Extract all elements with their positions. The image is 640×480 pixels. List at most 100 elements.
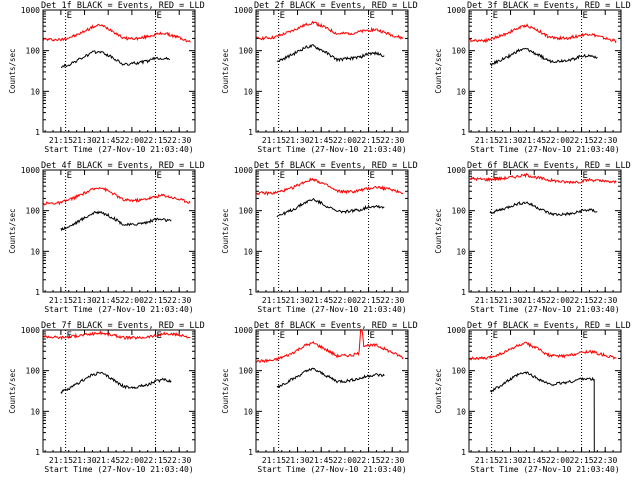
x-tick-label: 22:00	[333, 456, 357, 465]
event-marker-label: E	[493, 331, 498, 341]
series-line-events	[489, 371, 595, 453]
event-marker-label: E	[280, 171, 285, 181]
event-marker-label: E	[370, 11, 375, 21]
x-axis-label: Start Time (27-Nov-10 21:03:40)	[470, 465, 619, 474]
y-tick-label: 10	[243, 407, 253, 416]
x-tick-label: 21:30	[285, 136, 309, 145]
chart-title: Det 6f BLACK = Events, RED = LLD	[467, 161, 631, 171]
y-tick-label: 10	[30, 247, 40, 256]
x-tick-label: 21:30	[498, 136, 522, 145]
chart-title: Det 1f BLACK = Events, RED = LLD	[41, 1, 205, 11]
chart-panel-4: Det 4f BLACK = Events, RED = LLD 1 10 100 10…	[8, 161, 205, 314]
chart-panel-8: Det 8f BLACK = Events, RED = LLD 1 10 100 10…	[221, 321, 418, 474]
x-tick-label: 21:45	[522, 296, 546, 305]
y-tick-label: 10	[243, 87, 253, 96]
y-tick-label: 1000	[234, 326, 253, 335]
series-line-lld	[469, 172, 617, 185]
x-tick-label: 22:30	[593, 456, 617, 465]
x-tick-label: 22:15	[144, 296, 168, 305]
chart-panel-7: Det 7f BLACK = Events, RED = LLD 1 10 100 10…	[8, 321, 205, 474]
series-line-events	[489, 47, 598, 67]
plot-frame	[255, 329, 409, 453]
x-tick-label: 22:30	[593, 136, 617, 145]
series-line-lld	[43, 330, 191, 341]
series-line-lld	[256, 328, 404, 364]
x-tick-label: 22:30	[167, 136, 191, 145]
y-axis-label: Counts/sec	[434, 368, 443, 413]
x-tick-label: 21:15	[262, 296, 286, 305]
x-tick-label: 21:45	[96, 456, 120, 465]
x-tick-label: 21:15	[475, 296, 499, 305]
x-axis-label: Start Time (27-Nov-10 21:03:40)	[257, 465, 406, 474]
plot-frame	[42, 169, 196, 293]
series-line-lld	[43, 23, 191, 43]
plot-frame	[42, 329, 196, 453]
y-tick-label: 1	[248, 128, 253, 137]
y-tick-label: 1	[35, 448, 40, 457]
x-tick-label: 22:15	[357, 296, 381, 305]
y-tick-label: 1000	[447, 166, 466, 175]
x-tick-label: 22:15	[144, 136, 168, 145]
plot-frame	[468, 329, 622, 453]
y-axis-label: Counts/sec	[8, 208, 17, 253]
y-tick-label: 100	[26, 207, 41, 216]
x-tick-label: 22:00	[546, 456, 570, 465]
event-marker-label: E	[280, 331, 285, 341]
plot-frame	[255, 169, 409, 293]
event-marker-label: E	[583, 11, 588, 21]
y-tick-label: 100	[239, 367, 254, 376]
x-tick-label: 21:30	[72, 136, 96, 145]
x-tick-label: 22:15	[570, 296, 594, 305]
y-tick-label: 1000	[447, 6, 466, 15]
y-axis-label: Counts/sec	[221, 208, 230, 253]
chart-title: Det 4f BLACK = Events, RED = LLD	[41, 161, 205, 171]
y-axis-label: Counts/sec	[434, 48, 443, 93]
event-marker-label: E	[157, 11, 162, 21]
x-tick-label: 21:15	[262, 136, 286, 145]
x-tick-label: 21:45	[96, 296, 120, 305]
event-marker-label: E	[493, 11, 498, 21]
chart-panel-5: Det 5f BLACK = Events, RED = LLD 1 10 100 10…	[221, 161, 418, 314]
x-tick-label: 21:30	[285, 456, 309, 465]
y-tick-label: 100	[239, 47, 254, 56]
y-tick-label: 10	[30, 87, 40, 96]
y-tick-label: 1	[248, 288, 253, 297]
x-axis-label: Start Time (27-Nov-10 21:03:40)	[257, 145, 406, 154]
x-axis-label: Start Time (27-Nov-10 21:03:40)	[257, 305, 406, 314]
y-tick-label: 1	[461, 128, 466, 137]
event-marker-label: E	[67, 11, 72, 21]
series-line-lld	[469, 23, 617, 44]
x-tick-label: 22:00	[546, 136, 570, 145]
series-line-events	[276, 44, 385, 63]
y-axis-label: Counts/sec	[434, 208, 443, 253]
y-tick-label: 10	[243, 247, 253, 256]
event-marker-label: E	[157, 331, 162, 341]
chart-panel-1: Det 1f BLACK = Events, RED = LLD 1 10 100 10…	[8, 1, 205, 154]
plot-frame	[468, 169, 622, 293]
chart-panel-3: Det 3f BLACK = Events, RED = LLD 1 10 100 10…	[434, 1, 631, 154]
series-line-lld	[256, 20, 404, 41]
plot-frame	[42, 9, 196, 133]
x-tick-label: 22:15	[570, 136, 594, 145]
x-tick-label: 21:15	[262, 456, 286, 465]
chart-title: Det 2f BLACK = Events, RED = LLD	[254, 1, 418, 11]
x-tick-label: 22:00	[546, 296, 570, 305]
series-line-lld	[43, 186, 191, 206]
y-tick-label: 10	[456, 407, 466, 416]
x-tick-label: 22:30	[167, 296, 191, 305]
y-tick-label: 100	[452, 207, 467, 216]
chart-panel-2: Det 2f BLACK = Events, RED = LLD 1 10 100 10…	[221, 1, 418, 154]
event-marker-label: E	[370, 171, 375, 181]
event-marker-label: E	[583, 171, 588, 181]
y-axis-label: Counts/sec	[221, 368, 230, 413]
x-tick-label: 22:00	[120, 136, 144, 145]
y-tick-label: 100	[239, 207, 254, 216]
x-tick-label: 22:30	[380, 296, 404, 305]
x-axis-label: Start Time (27-Nov-10 21:03:40)	[470, 305, 619, 314]
y-tick-label: 10	[456, 87, 466, 96]
chart-panel-6: Det 6f BLACK = Events, RED = LLD 1 10 100 10…	[434, 161, 631, 314]
chart-title: Det 8f BLACK = Events, RED = LLD	[254, 321, 418, 331]
event-marker-label: E	[583, 331, 588, 341]
plot-frame	[468, 9, 622, 133]
y-tick-label: 1	[461, 288, 466, 297]
